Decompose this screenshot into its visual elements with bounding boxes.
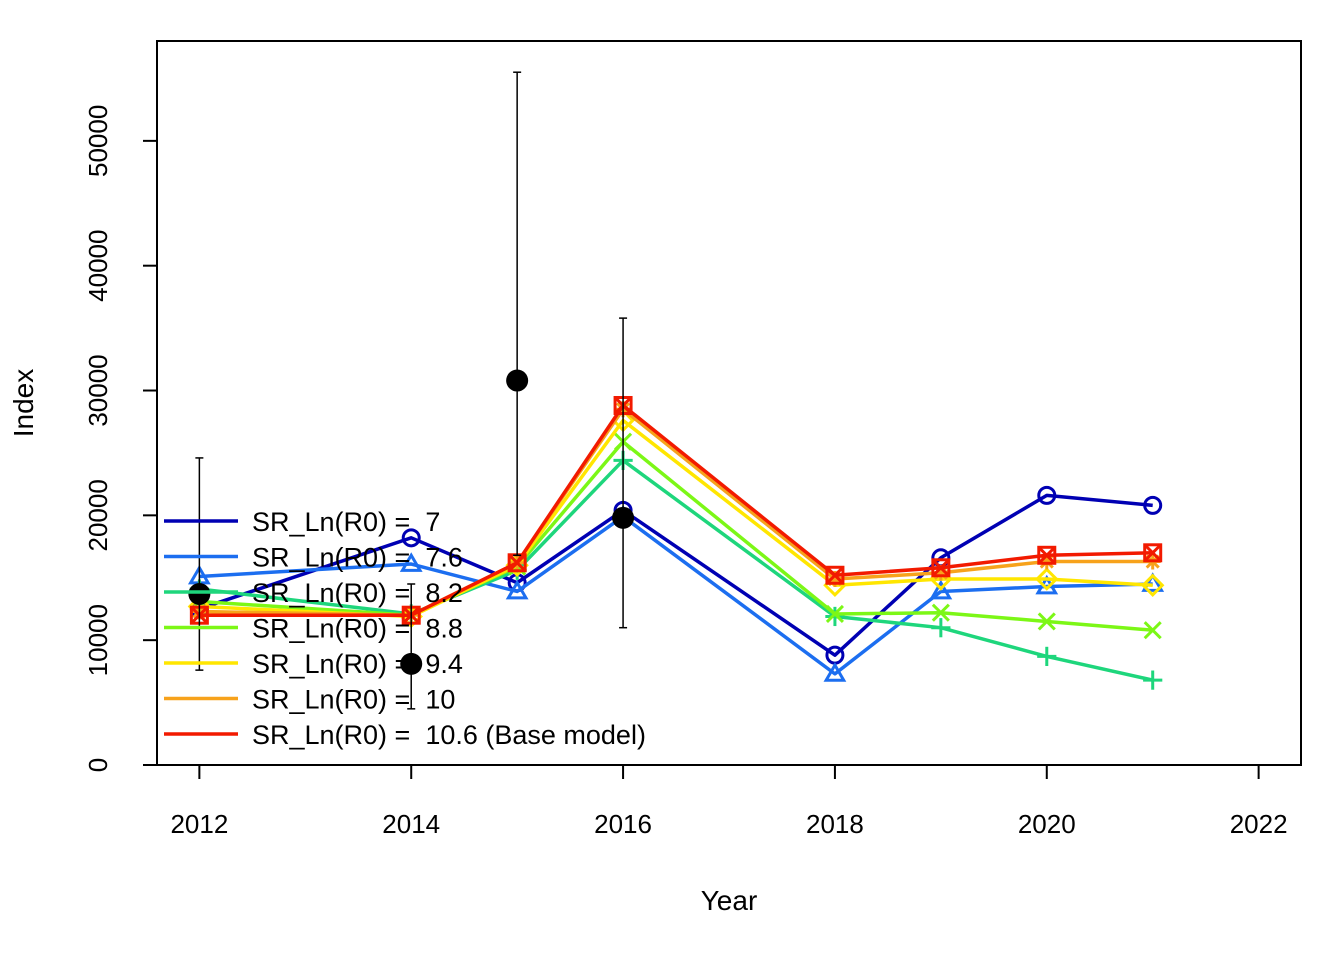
y-tick-label: 30000 [83, 354, 113, 426]
marker-stroke [508, 553, 527, 572]
marker-stroke [1037, 546, 1056, 565]
x-tick-label: 2020 [1018, 809, 1076, 839]
marker-stroke [1143, 621, 1162, 640]
marker-shape [931, 558, 951, 578]
x-axis-title: Year [701, 885, 758, 916]
series-line [199, 403, 1153, 617]
series-point [401, 528, 421, 548]
marker-shape [1143, 495, 1163, 515]
marker-shape [1037, 545, 1057, 565]
observation-point [506, 369, 529, 392]
observations-layer [188, 71, 635, 710]
series-point [931, 603, 950, 622]
legend-label: SR_Ln(R0) = 10.6 (Base model) [252, 720, 646, 750]
legend-item: SR_Ln(R0) = 7.6 [164, 543, 463, 573]
series-point [1141, 572, 1165, 592]
marker-stroke [931, 558, 950, 577]
marker-shape [399, 552, 423, 572]
legend-label: SR_Ln(R0) = 8.2 [252, 578, 463, 608]
x-tick-label: 2012 [170, 809, 228, 839]
series-1 [187, 504, 1165, 682]
series-point [825, 604, 844, 624]
x-axis: 2012 2014 2016 2018 2020 2022 [170, 764, 1288, 839]
x-tick-label: 2018 [806, 809, 864, 839]
legend-item: SR_Ln(R0) = 8.8 [164, 614, 463, 644]
series-point [825, 565, 845, 585]
series-point [1140, 573, 1165, 597]
series-point [1037, 646, 1057, 666]
series-point [1035, 567, 1059, 591]
series-point [823, 662, 847, 682]
marker-shape [823, 662, 847, 682]
legend-label: SR_Ln(R0) = 10 [252, 685, 455, 715]
x-tick-label: 2022 [1230, 809, 1288, 839]
legend-label: SR_Ln(R0) = 7.6 [252, 543, 463, 573]
legend-label: SR_Ln(R0) = 7 [252, 507, 440, 537]
legend-label: SR_Ln(R0) = 8.8 [252, 614, 463, 644]
y-axis-title: Index [8, 369, 39, 438]
series-point [931, 558, 951, 578]
series-point [1143, 670, 1163, 690]
y-tick-label: 20000 [83, 479, 113, 551]
series-point [1143, 621, 1162, 640]
marker-shape [401, 528, 421, 548]
y-axis: 0 10000 20000 30000 40000 50000 [83, 105, 158, 772]
marker-shape [1141, 572, 1165, 592]
marker-shape [1035, 567, 1059, 591]
legend-item: SR_Ln(R0) = 8.2 [164, 578, 463, 608]
legend-item: SR_Ln(R0) = 9.4 [164, 649, 463, 679]
marker-stroke [825, 566, 844, 585]
marker-stroke [931, 603, 950, 622]
series-point [1037, 612, 1056, 631]
y-tick-label: 40000 [83, 230, 113, 302]
series-line [198, 493, 1153, 657]
series-point [825, 606, 845, 627]
y-tick-label: 0 [83, 758, 113, 772]
observation-point [400, 652, 423, 675]
series-line [199, 514, 1153, 676]
marker-shape [929, 579, 953, 600]
marker-shape [825, 565, 845, 585]
legend-item: SR_Ln(R0) = 7 [164, 507, 440, 537]
observation [612, 317, 635, 629]
series-point [505, 579, 529, 600]
observation-point [188, 582, 211, 605]
marker-shape [1143, 543, 1163, 563]
marker-shape [1037, 485, 1057, 505]
marker-shape [1140, 573, 1165, 597]
x-tick-label: 2014 [382, 809, 440, 839]
observation [506, 71, 529, 557]
x-tick-label: 2016 [594, 809, 652, 839]
legend-item: SR_Ln(R0) = 10 [164, 685, 455, 715]
observation [400, 583, 423, 710]
marker-shape [505, 579, 529, 600]
series-point [1037, 545, 1057, 565]
legend: SR_Ln(R0) = 7 SR_Ln(R0) = 7.6 SR_Ln(R0) = … [164, 507, 646, 750]
legend-item: SR_Ln(R0) = 10.6 (Base model) [164, 720, 646, 750]
observation-point [612, 506, 635, 529]
series-point [399, 552, 423, 572]
series-point [929, 579, 953, 600]
legend-label: SR_Ln(R0) = 9.4 [252, 649, 463, 679]
series-point [1143, 543, 1163, 563]
series-point [931, 618, 951, 638]
y-tick-label: 10000 [83, 604, 113, 676]
observation [188, 457, 211, 671]
marker-stroke [1037, 612, 1056, 631]
series-point [1037, 485, 1057, 505]
y-tick-label: 50000 [83, 105, 113, 177]
marker-stroke [1143, 543, 1162, 562]
marker-stroke [825, 604, 844, 624]
series-point [1143, 495, 1163, 515]
